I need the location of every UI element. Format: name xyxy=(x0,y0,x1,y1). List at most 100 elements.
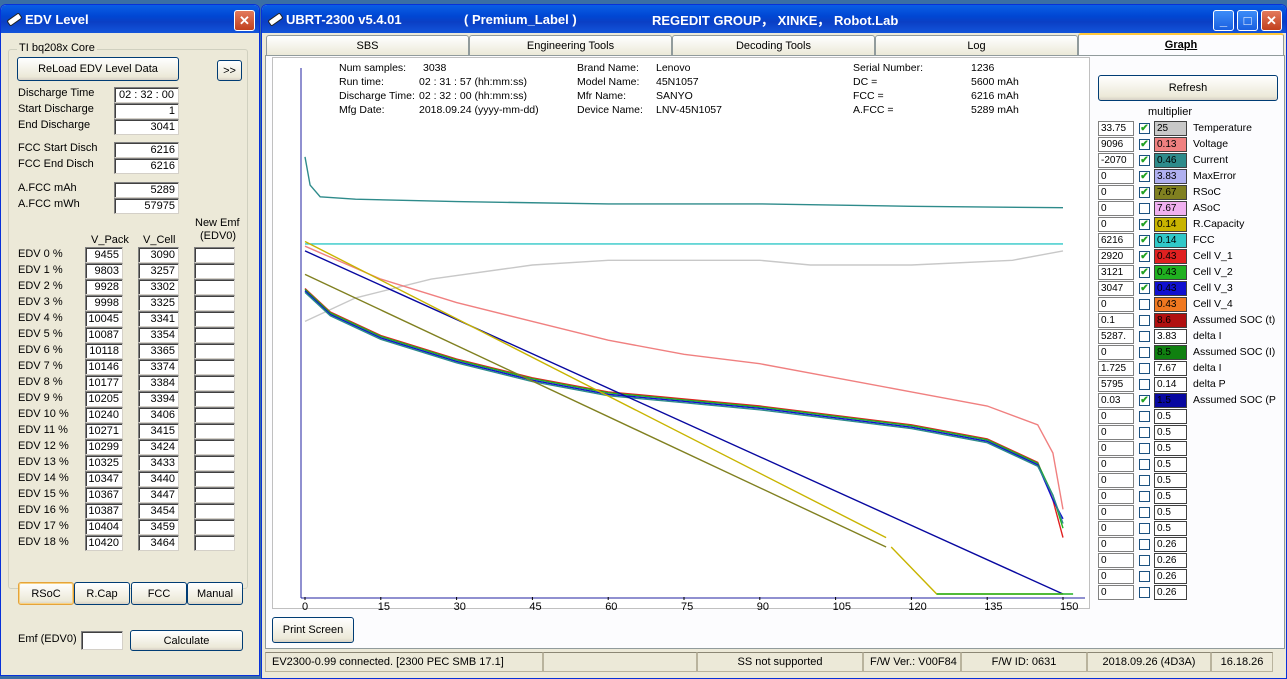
legend-checkbox[interactable]: ✔ xyxy=(1139,187,1150,198)
legend-multiplier[interactable]: 0.26 xyxy=(1154,537,1187,552)
close-icon[interactable]: ✕ xyxy=(1261,10,1282,31)
legend-multiplier[interactable]: 0.43 xyxy=(1154,281,1187,296)
legend-checkbox[interactable] xyxy=(1139,315,1150,326)
tab-sbs[interactable]: SBS xyxy=(266,35,469,55)
x-tick-label: 135 xyxy=(984,601,1002,610)
minimize-icon[interactable]: _ xyxy=(1213,10,1234,31)
legend-multiplier[interactable]: 0.5 xyxy=(1154,473,1187,488)
legend-checkbox[interactable] xyxy=(1139,427,1150,438)
legend-checkbox[interactable]: ✔ xyxy=(1139,267,1150,278)
legend-multiplier[interactable]: 0.5 xyxy=(1154,521,1187,536)
mode-button-fcc[interactable]: FCC xyxy=(131,582,187,605)
legend-multiplier[interactable]: 7.67 xyxy=(1154,185,1187,200)
legend-checkbox[interactable]: ✔ xyxy=(1139,395,1150,406)
legend-multiplier[interactable]: 1.5 xyxy=(1154,393,1187,408)
legend-checkbox[interactable] xyxy=(1139,347,1150,358)
app-icon xyxy=(266,11,282,27)
legend-checkbox[interactable] xyxy=(1139,539,1150,550)
legend-checkbox[interactable] xyxy=(1139,491,1150,502)
legend-checkbox[interactable]: ✔ xyxy=(1139,283,1150,294)
legend-multiplier[interactable]: 25 xyxy=(1154,121,1187,136)
close-icon[interactable]: ✕ xyxy=(234,10,255,31)
tab-engineering-tools[interactable]: Engineering Tools xyxy=(469,35,672,55)
legend-multiplier[interactable]: 0.5 xyxy=(1154,441,1187,456)
info-serial: 1236 xyxy=(971,62,995,74)
tab-graph[interactable]: Graph xyxy=(1078,33,1284,55)
print-screen-button[interactable]: Print Screen xyxy=(272,617,354,643)
legend-checkbox[interactable] xyxy=(1139,475,1150,486)
tab-decoding-tools[interactable]: Decoding Tools xyxy=(672,35,875,55)
legend-checkbox[interactable]: ✔ xyxy=(1139,251,1150,262)
legend-value: 0.1 xyxy=(1098,313,1134,328)
legend-value: 5795 xyxy=(1098,377,1134,392)
emf-input[interactable] xyxy=(81,631,123,650)
legend-multiplier[interactable]: 0.5 xyxy=(1154,409,1187,424)
legend-checkbox[interactable]: ✔ xyxy=(1139,139,1150,150)
info-device-name: LNV-45N1057 xyxy=(656,104,722,116)
legend-multiplier[interactable]: 0.43 xyxy=(1154,265,1187,280)
calculate-button[interactable]: Calculate xyxy=(130,630,243,651)
maximize-icon[interactable]: □ xyxy=(1237,10,1258,31)
legend-value: 0 xyxy=(1098,185,1134,200)
legend-checkbox[interactable] xyxy=(1139,459,1150,470)
mode-button-manual[interactable]: Manual xyxy=(187,582,243,605)
legend-multiplier[interactable]: 0.26 xyxy=(1154,569,1187,584)
edv-vcell-cell: 3464 xyxy=(138,535,179,551)
edv-vpack-cell: 10299 xyxy=(85,439,123,455)
reload-edv-button[interactable]: ReLoad EDV Level Data xyxy=(17,57,179,81)
legend-multiplier[interactable]: 8.5 xyxy=(1154,345,1187,360)
legend-checkbox[interactable] xyxy=(1139,587,1150,598)
legend-multiplier[interactable]: 0.13 xyxy=(1154,137,1187,152)
legend-checkbox[interactable] xyxy=(1139,299,1150,310)
legend-multiplier[interactable]: 0.43 xyxy=(1154,297,1187,312)
legend-multiplier[interactable]: 7.67 xyxy=(1154,361,1187,376)
legend-checkbox[interactable] xyxy=(1139,331,1150,342)
expand-button[interactable]: >> xyxy=(217,60,242,81)
mode-button-rcap[interactable]: R.Cap xyxy=(74,582,130,605)
info-num-samples-label: Num samples: xyxy=(339,62,407,74)
edv-vpack-cell: 10087 xyxy=(85,327,123,343)
refresh-button[interactable]: Refresh xyxy=(1098,75,1278,101)
legend-multiplier[interactable]: 8.6 xyxy=(1154,313,1187,328)
legend-multiplier[interactable]: 0.26 xyxy=(1154,585,1187,600)
tab-log[interactable]: Log xyxy=(875,35,1078,55)
legend-checkbox[interactable]: ✔ xyxy=(1139,171,1150,182)
info-mfr-name: SANYO xyxy=(656,90,693,102)
legend-checkbox[interactable]: ✔ xyxy=(1139,155,1150,166)
legend-checkbox[interactable] xyxy=(1139,379,1150,390)
legend-multiplier[interactable]: 0.43 xyxy=(1154,249,1187,264)
col-newemf-header: New Emf xyxy=(195,217,240,229)
legend-checkbox[interactable] xyxy=(1139,555,1150,566)
edv-newemf-cell xyxy=(194,359,235,375)
legend-multiplier[interactable]: 3.83 xyxy=(1154,169,1187,184)
app-group: REGEDIT GROUP， XINKE， Robot.Lab xyxy=(652,12,899,28)
legend-multiplier[interactable]: 0.14 xyxy=(1154,217,1187,232)
legend-multiplier[interactable]: 0.26 xyxy=(1154,553,1187,568)
legend-multiplier[interactable]: 0.14 xyxy=(1154,233,1187,248)
legend-checkbox[interactable] xyxy=(1139,507,1150,518)
edv-row-label: EDV 15 % xyxy=(18,488,69,500)
legend-checkbox[interactable]: ✔ xyxy=(1139,219,1150,230)
mode-button-rsoc[interactable]: RSoC xyxy=(18,582,74,605)
series-line-4 xyxy=(304,287,1064,538)
legend-multiplier[interactable]: 0.14 xyxy=(1154,377,1187,392)
legend-checkbox[interactable] xyxy=(1139,523,1150,534)
legend-checkbox[interactable] xyxy=(1139,571,1150,582)
legend-multiplier[interactable]: 3.83 xyxy=(1154,329,1187,344)
legend-multiplier[interactable]: 0.5 xyxy=(1154,457,1187,472)
legend-checkbox[interactable] xyxy=(1139,443,1150,454)
legend-checkbox[interactable]: ✔ xyxy=(1139,123,1150,134)
legend-multiplier[interactable]: 0.46 xyxy=(1154,153,1187,168)
legend-checkbox[interactable] xyxy=(1139,363,1150,374)
legend-multiplier[interactable]: 0.5 xyxy=(1154,489,1187,504)
legend-checkbox[interactable]: ✔ xyxy=(1139,235,1150,246)
legend-checkbox[interactable] xyxy=(1139,203,1150,214)
legend-multiplier[interactable]: 0.5 xyxy=(1154,505,1187,520)
legend-row: 0 8.5 Assumed SOC (I) xyxy=(1098,345,1286,361)
series-line-11 xyxy=(890,546,1063,595)
legend-value: 0 xyxy=(1098,297,1134,312)
legend-multiplier[interactable]: 7.67 xyxy=(1154,201,1187,216)
legend-checkbox[interactable] xyxy=(1139,411,1150,422)
legend-multiplier[interactable]: 0.5 xyxy=(1154,425,1187,440)
status-cell: SS not supported xyxy=(697,652,863,672)
